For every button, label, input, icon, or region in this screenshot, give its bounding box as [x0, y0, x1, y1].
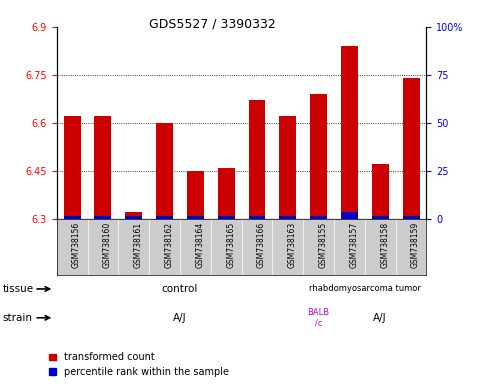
Text: BALB
/c: BALB /c — [308, 308, 330, 328]
Text: GSM738156: GSM738156 — [72, 222, 81, 268]
Text: tissue: tissue — [2, 284, 34, 294]
Text: GSM738158: GSM738158 — [380, 222, 389, 268]
Bar — [310, 216, 327, 219]
Bar — [156, 123, 173, 219]
Bar — [125, 216, 142, 219]
Bar — [341, 46, 358, 219]
Legend: transformed count, percentile rank within the sample: transformed count, percentile rank withi… — [49, 353, 229, 377]
Bar — [125, 212, 142, 219]
Bar — [248, 101, 265, 219]
Text: GSM738161: GSM738161 — [134, 222, 143, 268]
Bar — [95, 216, 111, 219]
Text: GSM738165: GSM738165 — [226, 222, 235, 268]
Bar — [248, 216, 265, 219]
Text: GSM738155: GSM738155 — [318, 222, 328, 268]
Text: GSM738162: GSM738162 — [165, 222, 174, 268]
Bar — [310, 94, 327, 219]
Text: GSM738159: GSM738159 — [411, 222, 420, 268]
Bar — [156, 216, 173, 219]
Bar — [187, 171, 204, 219]
Text: GSM738163: GSM738163 — [288, 222, 297, 268]
Bar — [403, 78, 420, 219]
Text: A/J: A/J — [173, 313, 187, 323]
Bar — [64, 116, 80, 219]
Bar — [64, 216, 80, 219]
Text: GSM738164: GSM738164 — [195, 222, 205, 268]
Bar — [187, 216, 204, 219]
Text: GDS5527 / 3390332: GDS5527 / 3390332 — [148, 17, 276, 30]
Text: strain: strain — [2, 313, 33, 323]
Bar — [280, 216, 296, 219]
Bar — [218, 216, 235, 219]
Bar — [403, 216, 420, 219]
Bar — [280, 116, 296, 219]
Text: GSM738157: GSM738157 — [350, 222, 358, 268]
Text: rhabdomyosarcoma tumor: rhabdomyosarcoma tumor — [309, 285, 421, 293]
Text: GSM738160: GSM738160 — [103, 222, 112, 268]
Bar — [95, 116, 111, 219]
Bar — [341, 212, 358, 219]
Bar — [372, 216, 388, 219]
Text: A/J: A/J — [373, 313, 387, 323]
Bar — [218, 168, 235, 219]
Bar — [372, 164, 388, 219]
Text: GSM738166: GSM738166 — [257, 222, 266, 268]
Text: control: control — [162, 284, 198, 294]
